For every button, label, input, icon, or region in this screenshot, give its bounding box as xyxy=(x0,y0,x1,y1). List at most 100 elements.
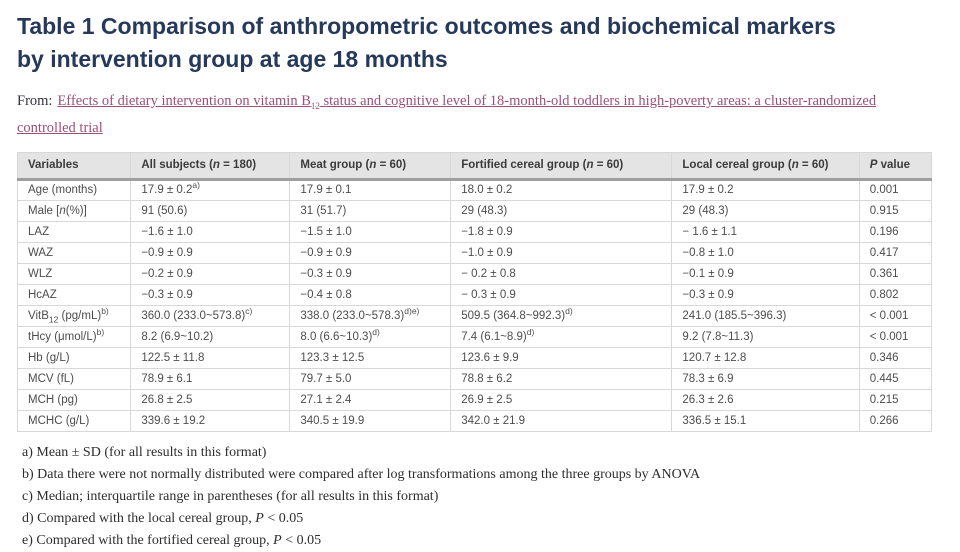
column-header: P value xyxy=(858,151,933,181)
value-cell: 18.0 ± 0.2 xyxy=(450,178,673,201)
value-cell: −0.9 ± 0.9 xyxy=(289,241,452,264)
row-label-cell: Age (months) xyxy=(16,178,132,201)
table-row: MCV (fL) 78.9 ± 6.1 79.7 ± 5.0 78.8 ± 6.2 78… xyxy=(16,367,933,390)
value-cell: 123.6 ± 9.9 xyxy=(450,346,673,369)
value-cell: −1.5 ± 1.0 xyxy=(289,220,452,243)
value-cell: − 0.3 ± 0.9 xyxy=(450,283,673,306)
value-cell: −0.3 ± 0.9 xyxy=(130,283,291,306)
row-label-cell: MCH (pg) xyxy=(16,388,132,411)
value-cell: 27.1 ± 2.4 xyxy=(289,388,452,411)
footnote-item: a) Mean ± SD (for all results in this fo… xyxy=(22,444,267,460)
value-cell: −0.2 ± 0.9 xyxy=(130,262,291,285)
value-cell: −1.8 ± 0.9 xyxy=(450,220,673,243)
value-cell: < 0.001 xyxy=(858,304,933,327)
table-header-row: Variables All subjects (n = 180) Meat grou… xyxy=(16,151,933,181)
value-cell: < 0.001 xyxy=(858,325,933,348)
value-cell: 7.4 (6.1~8.9)d) xyxy=(450,325,673,348)
value-cell: 29 (48.3) xyxy=(671,199,860,222)
value-cell: 0.417 xyxy=(858,241,933,264)
row-label-cell: Hb (g/L) xyxy=(16,346,132,369)
footnote-item: c) Median; interquartile range in parent… xyxy=(22,488,439,504)
row-label-cell: Male [n(%)] xyxy=(16,199,132,222)
column-header: All subjects (n = 180) xyxy=(130,151,291,181)
value-cell: 0.346 xyxy=(858,346,933,369)
value-cell: 17.9 ± 0.1 xyxy=(289,178,452,201)
value-cell: 509.5 (364.8~992.3)d) xyxy=(450,304,673,327)
table-row: MCH (pg) 26.8 ± 2.5 27.1 ± 2.4 26.9 ± 2.5 26… xyxy=(16,388,933,411)
value-cell: 0.215 xyxy=(858,388,933,411)
table-row: WAZ −0.9 ± 0.9 −0.9 ± 0.9 −1.0 ± 0.9 −0.8 ± … xyxy=(16,241,933,264)
value-cell: 122.5 ± 11.8 xyxy=(130,346,291,369)
source-prefix: From: xyxy=(17,93,53,109)
column-header: Variables xyxy=(16,151,132,181)
value-cell: 336.5 ± 15.1 xyxy=(671,409,860,432)
value-cell: 0.196 xyxy=(858,220,933,243)
footnote-item: d) Compared with the local cereal group,… xyxy=(22,510,304,526)
table-row: Male [n(%)] 91 (50.6) 31 (51.7) 29 (48.3) 29… xyxy=(16,199,933,222)
value-cell: 26.9 ± 2.5 xyxy=(450,388,673,411)
table-row: WLZ −0.2 ± 0.9 −0.3 ± 0.9− 0.2 ± 0.8 −0.1 ±… xyxy=(16,262,933,285)
value-cell: 26.8 ± 2.5 xyxy=(130,388,291,411)
value-cell: −0.9 ± 0.9 xyxy=(130,241,291,264)
value-cell: 340.5 ± 19.9 xyxy=(289,409,452,432)
value-cell: −0.3 ± 0.9 xyxy=(671,283,860,306)
table-body: Age (months) 17.9 ± 0.2a) 17.9 ± 0.1 18.0 ±… xyxy=(16,178,933,432)
value-cell: 79.7 ± 5.0 xyxy=(289,367,452,390)
value-cell: 0.001 xyxy=(858,178,933,201)
value-cell: 29 (48.3) xyxy=(450,199,673,222)
value-cell: 17.9 ± 0.2 xyxy=(671,178,860,201)
value-cell: 8.0 (6.6~10.3)d) xyxy=(289,325,452,348)
column-header: Fortified cereal group (n = 60) xyxy=(450,151,673,181)
comparison-table: Variables All subjects (n = 180) Meat grou… xyxy=(16,151,933,432)
column-header: Meat group (n = 60) xyxy=(289,151,452,181)
value-cell: −1.0 ± 0.9 xyxy=(450,241,673,264)
table-row: VitB12 (pg/mL)b) 360.0 (233.0~573.8)c) 338… xyxy=(16,304,933,327)
value-cell: − 1.6 ± 1.1 xyxy=(671,220,860,243)
value-cell: 78.8 ± 6.2 xyxy=(450,367,673,390)
title-line-2: by intervention group at age 18 months xyxy=(17,46,448,72)
table-row: Hb (g/L) 122.5 ± 11.8 123.3 ± 12.5 123.6 ± … xyxy=(16,346,933,369)
value-cell: 78.9 ± 6.1 xyxy=(130,367,291,390)
value-cell: −0.3 ± 0.9 xyxy=(289,262,452,285)
row-label-cell: WAZ xyxy=(16,241,132,264)
row-label-cell: MCV (fL) xyxy=(16,367,132,390)
value-cell: −0.1 ± 0.9 xyxy=(671,262,860,285)
value-cell: 0.445 xyxy=(858,367,933,390)
value-cell: 360.0 (233.0~573.8)c) xyxy=(130,304,291,327)
value-cell: 0.915 xyxy=(858,199,933,222)
page-title: Table 1 Comparison of anthropometric out… xyxy=(17,10,944,76)
footnotes: a) Mean ± SD (for all results in this fo… xyxy=(17,442,944,552)
table-row: MCHC (g/L) 339.6 ± 19.2 340.5 ± 19.9 342.0 … xyxy=(16,409,933,432)
value-cell: 91 (50.6) xyxy=(130,199,291,222)
table-row: Age (months) 17.9 ± 0.2a) 17.9 ± 0.1 18.0 ±… xyxy=(16,178,933,201)
value-cell: − 0.2 ± 0.8 xyxy=(450,262,673,285)
value-cell: 78.3 ± 6.9 xyxy=(671,367,860,390)
value-cell: 17.9 ± 0.2a) xyxy=(130,178,291,201)
value-cell: 8.2 (6.9~10.2) xyxy=(130,325,291,348)
value-cell: 123.3 ± 12.5 xyxy=(289,346,452,369)
value-cell: 26.3 ± 2.6 xyxy=(671,388,860,411)
value-cell: −1.6 ± 1.0 xyxy=(130,220,291,243)
row-label-cell: VitB12 (pg/mL)b) xyxy=(16,304,132,327)
table-row: HcAZ −0.3 ± 0.9 −0.4 ± 0.8− 0.3 ± 0.9 −0.3 … xyxy=(16,283,933,306)
value-cell: 0.361 xyxy=(858,262,933,285)
title-line-1: Table 1 Comparison of anthropometric out… xyxy=(17,13,836,39)
value-cell: −0.4 ± 0.8 xyxy=(289,283,452,306)
value-cell: 9.2 (7.8~11.3) xyxy=(671,325,860,348)
row-label-cell: HcAZ xyxy=(16,283,132,306)
footnote-item: e) Compared with the fortified cereal gr… xyxy=(22,532,322,548)
value-cell: 338.0 (233.0~578.3)d)e) xyxy=(289,304,452,327)
source-link[interactable]: Effects of dietary intervention on vitam… xyxy=(17,93,877,136)
value-cell: 339.6 ± 19.2 xyxy=(130,409,291,432)
table-row: tHcy (μmol/L)b) 8.2 (6.9~10.2) 8.0 (6.6~10… xyxy=(16,325,933,348)
value-cell: 0.266 xyxy=(858,409,933,432)
row-label-cell: MCHC (g/L) xyxy=(16,409,132,432)
value-cell: 342.0 ± 21.9 xyxy=(450,409,673,432)
source-line: From: Effects of dietary intervention on … xyxy=(17,90,925,139)
row-label-cell: tHcy (μmol/L)b) xyxy=(16,325,132,348)
column-header: Local cereal group (n = 60) xyxy=(671,151,860,181)
row-label-cell: WLZ xyxy=(16,262,132,285)
value-cell: 0.802 xyxy=(858,283,933,306)
value-cell: 31 (51.7) xyxy=(289,199,452,222)
